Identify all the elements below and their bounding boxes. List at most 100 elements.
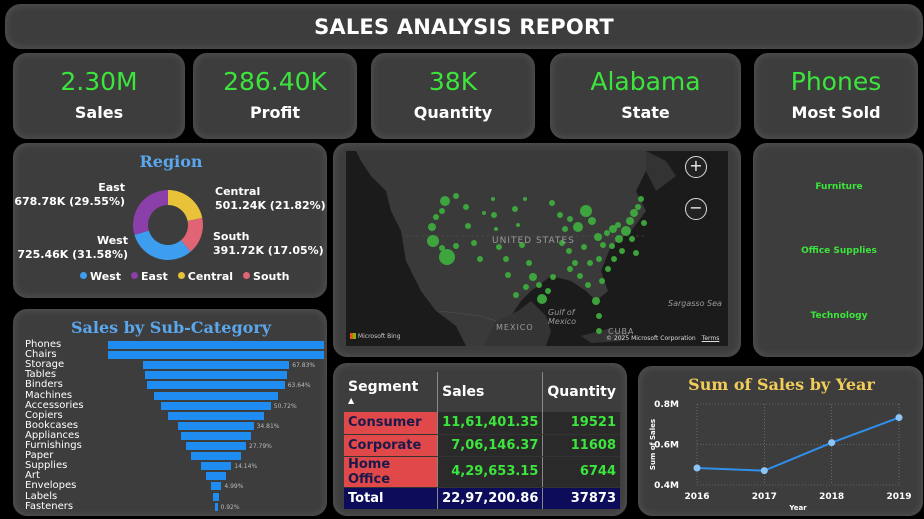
map-bubble[interactable] xyxy=(580,205,592,217)
map-card[interactable]: UNITED STATES MEXICO Gulf of Mexico CUBA… xyxy=(333,143,741,357)
map-bubble[interactable] xyxy=(638,196,644,202)
map-bubble[interactable] xyxy=(626,217,634,225)
map-bubble[interactable] xyxy=(505,272,511,278)
map-bubble[interactable] xyxy=(567,266,573,272)
legend-item-west[interactable]: West xyxy=(80,270,121,283)
sales-series-point[interactable] xyxy=(895,414,903,422)
map-bubble[interactable] xyxy=(428,223,436,231)
subcategory-bar[interactable] xyxy=(144,371,288,380)
kpi-state-card[interactable]: Alabama State xyxy=(550,53,741,139)
donut-slice-south[interactable] xyxy=(180,218,203,252)
subcategory-bar[interactable] xyxy=(214,502,218,511)
map-bubble[interactable] xyxy=(513,292,519,298)
sort-ascending-icon[interactable]: ▲ xyxy=(348,396,355,405)
subcategory-bar[interactable] xyxy=(212,492,220,501)
map-bubble[interactable] xyxy=(526,260,532,266)
map-bubble[interactable] xyxy=(545,288,551,294)
map-bubble[interactable] xyxy=(537,294,547,304)
map-bubble[interactable] xyxy=(482,211,486,215)
map-bubble[interactable] xyxy=(439,249,455,265)
table-row[interactable]: Home Office 4,29,653.15 6744 xyxy=(344,456,620,488)
subcategory-bar[interactable] xyxy=(108,341,324,349)
map-bubble[interactable] xyxy=(609,243,615,249)
subcategory-bar[interactable] xyxy=(178,421,254,430)
map-bubble[interactable] xyxy=(615,235,623,243)
category-technology[interactable]: Technology xyxy=(810,311,868,321)
subcategory-bar[interactable] xyxy=(200,462,232,471)
map-bubble[interactable] xyxy=(529,273,537,281)
map-bubble[interactable] xyxy=(641,220,647,226)
map-bubble[interactable] xyxy=(630,209,638,217)
category-office-supplies[interactable]: Office Supplies xyxy=(801,246,877,256)
subcategory-bar[interactable] xyxy=(181,431,251,440)
map-bubble[interactable] xyxy=(594,233,602,241)
terms-link[interactable]: Terms xyxy=(701,335,720,342)
map-bubble[interactable] xyxy=(572,260,578,266)
map-bubble[interactable] xyxy=(550,274,556,280)
column-header-segment[interactable]: Segment ▲ xyxy=(344,372,438,412)
map-bubble[interactable] xyxy=(557,212,563,218)
sales-map[interactable]: UNITED STATES MEXICO Gulf of Mexico CUBA… xyxy=(346,151,728,346)
map-bubble[interactable] xyxy=(439,208,445,214)
subcategory-bar[interactable] xyxy=(191,452,241,461)
map-bubble[interactable] xyxy=(566,248,572,254)
donut-slice-west[interactable] xyxy=(134,230,191,260)
subcategory-bar[interactable] xyxy=(185,442,246,450)
sales-series-point[interactable] xyxy=(693,464,701,472)
map-bubble[interactable] xyxy=(635,204,641,210)
donut-slice-east[interactable] xyxy=(133,190,168,235)
map-bubble[interactable] xyxy=(567,216,573,222)
map-bubble[interactable] xyxy=(611,256,617,262)
map-bubble[interactable] xyxy=(465,223,471,229)
map-bubble[interactable] xyxy=(587,260,593,266)
column-header-sales[interactable]: Sales xyxy=(437,372,543,412)
region-chart-card[interactable]: Region East 678.78K (29.55%) West 725.46… xyxy=(13,143,327,298)
map-bubble[interactable] xyxy=(477,256,483,262)
map-bubble[interactable] xyxy=(596,313,602,319)
kpi-profit-card[interactable]: 286.40K Profit xyxy=(193,53,357,139)
map-bubble[interactable] xyxy=(600,242,606,248)
map-bubble[interactable] xyxy=(592,297,600,305)
map-bubble[interactable] xyxy=(633,250,639,256)
map-bubble[interactable] xyxy=(536,282,542,288)
map-bubble[interactable] xyxy=(619,248,625,254)
map-bubble[interactable] xyxy=(427,235,439,247)
subcategory-bar[interactable] xyxy=(108,351,324,360)
category-furniture[interactable]: Furniture xyxy=(815,182,863,192)
map-bubble[interactable] xyxy=(439,245,445,251)
map-bubble[interactable] xyxy=(588,217,596,225)
map-bubble[interactable] xyxy=(523,197,527,201)
sales-series-point[interactable] xyxy=(828,439,836,447)
map-bubble[interactable] xyxy=(559,240,565,246)
map-bubble[interactable] xyxy=(516,223,520,227)
column-header-quantity[interactable]: Quantity xyxy=(542,372,620,412)
table-row[interactable]: Corporate 7,06,146.37 11608 xyxy=(344,434,620,457)
map-bubble[interactable] xyxy=(503,256,509,262)
map-bubble[interactable] xyxy=(615,222,621,228)
subcategory-bar[interactable] xyxy=(161,401,271,410)
map-bubble[interactable] xyxy=(491,197,495,201)
subcategory-bar[interactable] xyxy=(142,361,290,370)
map-bubble[interactable] xyxy=(562,226,568,232)
map-bubble[interactable] xyxy=(471,240,477,246)
map-bubble[interactable] xyxy=(609,225,617,233)
map-bubble[interactable] xyxy=(519,242,525,248)
map-bubble[interactable] xyxy=(621,226,631,236)
kpi-quantity-card[interactable]: 38K Quantity xyxy=(371,53,535,139)
year-chart-card[interactable]: Sum of Sales by Year 0.4M 0.6M 0.8M 2016 201… xyxy=(638,366,923,516)
map-bubble[interactable] xyxy=(453,193,459,199)
map-bubble[interactable] xyxy=(491,212,497,218)
map-bubble[interactable] xyxy=(549,200,555,206)
map-bubble[interactable] xyxy=(577,273,583,279)
map-bubble[interactable] xyxy=(440,196,450,206)
sales-series-line[interactable] xyxy=(696,416,900,472)
zoom-in-button[interactable]: + xyxy=(685,156,707,178)
region-donut-chart[interactable] xyxy=(14,144,328,299)
kpi-sales-card[interactable]: 2.30M Sales xyxy=(13,53,185,139)
map-bubble[interactable] xyxy=(496,244,502,250)
map-bubble[interactable] xyxy=(596,256,602,262)
zoom-out-button[interactable]: − xyxy=(685,198,707,220)
subcategory-bar[interactable] xyxy=(154,391,278,400)
subcategory-chart-card[interactable]: Sales by Sub-Category Phones Chairs Storag… xyxy=(13,309,327,516)
kpi-most-sold-card[interactable]: Phones Most Sold xyxy=(754,53,918,139)
